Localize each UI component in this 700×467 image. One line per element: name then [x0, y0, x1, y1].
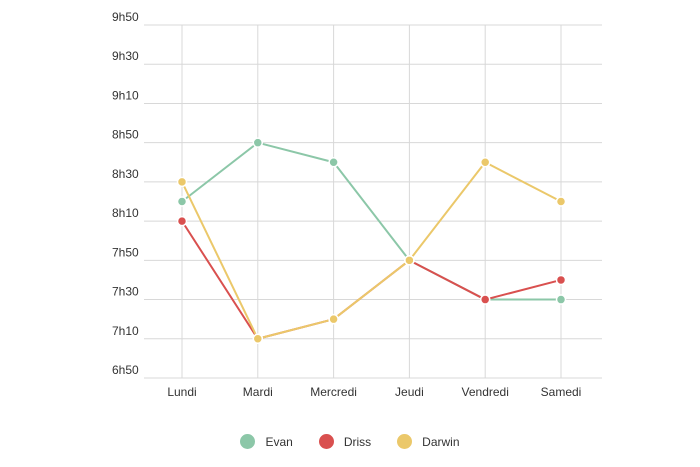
series-line-darwin [181, 161, 562, 340]
y-tick-label: 9h10 [112, 88, 139, 102]
y-tick-label: 6h50 [112, 363, 139, 377]
legend-marker-icon [240, 434, 256, 449]
series-group [176, 137, 567, 345]
legend-label: Driss [343, 434, 372, 449]
y-tick-label: 9h30 [112, 49, 139, 63]
legend-marker-icon [318, 434, 334, 449]
data-point-evan [252, 137, 264, 148]
y-tick-label: 9h50 [112, 10, 139, 24]
x-tick-label: Jeudi [395, 385, 424, 399]
data-point-driss [555, 274, 567, 286]
y-tick-label: 7h30 [112, 285, 139, 299]
y-tick-label: 7h50 [112, 245, 139, 259]
legend-item-darwin[interactable]: Darwin [397, 434, 460, 449]
data-point-darwin [404, 255, 415, 266]
y-tick-label: 8h10 [112, 206, 139, 220]
x-tick-label: Mercredi [310, 385, 357, 399]
legend-item-driss[interactable]: Driss [318, 434, 372, 449]
data-point-driss [176, 215, 188, 227]
series-line-driss [181, 220, 562, 340]
data-point-evan [328, 157, 339, 168]
x-tick-label: Vendredi [462, 385, 509, 399]
series-line-evan [181, 141, 561, 301]
data-point-evan [176, 196, 188, 207]
data-point-evan [555, 294, 567, 305]
grid [144, 24, 602, 379]
data-point-driss [479, 294, 491, 305]
data-point-darwin [176, 176, 188, 188]
legend-label: Evan [265, 434, 293, 449]
legend-marker-icon [397, 434, 413, 449]
data-point-darwin [252, 333, 264, 345]
x-tick-label: Samedi [541, 385, 582, 399]
x-axis-ticks: Lundi Mardi Mercredi Jeudi Vendredi Samedi [167, 385, 581, 399]
data-point-darwin [328, 313, 339, 325]
data-point-darwin [555, 196, 567, 207]
y-tick-label: 8h30 [112, 167, 139, 181]
data-point-darwin [479, 157, 491, 168]
y-tick-label: 8h50 [112, 128, 139, 142]
x-tick-label: Lundi [167, 385, 196, 399]
legend-label: Darwin [422, 434, 460, 449]
y-axis-ticks: 9h50 9h30 9h10 8h50 8h30 8h10 7h50 7h30 7h10 6h50 [112, 10, 139, 377]
legend-item-evan[interactable]: Evan [240, 434, 293, 449]
x-tick-label: Mardi [243, 385, 273, 399]
legend: Evan Driss Darwin [0, 434, 700, 449]
y-tick-label: 7h10 [112, 324, 139, 338]
line-chart: 9h50 9h30 9h10 8h50 8h30 8h10 7h50 7h30 7h10 6h50… [112, 10, 602, 399]
